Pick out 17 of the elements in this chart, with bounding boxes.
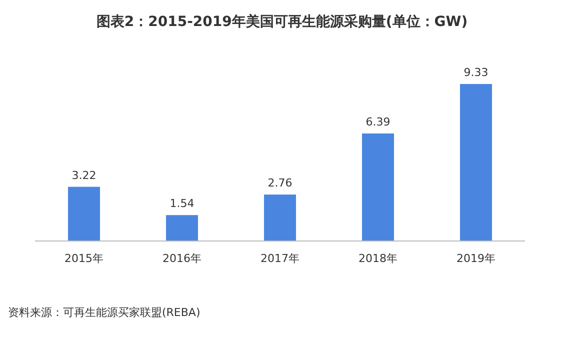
text: 资料来源：可再生能源买家联盟(REBA): [8, 306, 200, 319]
bar: [166, 215, 198, 241]
chart-title: 图表2：2015-2019年美国可再生能源采购量(单位：GW): [96, 13, 468, 30]
data-label: 9.33: [464, 66, 488, 79]
x-tick-label: 2016年: [162, 252, 202, 265]
x-tick-label: 2019年: [456, 252, 496, 265]
data-label: 6.39: [366, 115, 390, 128]
x-tick-label: 2017年: [260, 252, 300, 265]
data-label: 3.22: [72, 168, 96, 182]
x-tick-label: 2018年: [358, 252, 398, 265]
bar: [460, 84, 492, 241]
bar: [362, 133, 394, 241]
data-label: 2.76: [268, 176, 292, 190]
bar: [264, 194, 296, 241]
bar: [68, 186, 100, 241]
x-tick-label: 2015年: [64, 252, 104, 265]
data-label: 1.54: [170, 197, 194, 210]
